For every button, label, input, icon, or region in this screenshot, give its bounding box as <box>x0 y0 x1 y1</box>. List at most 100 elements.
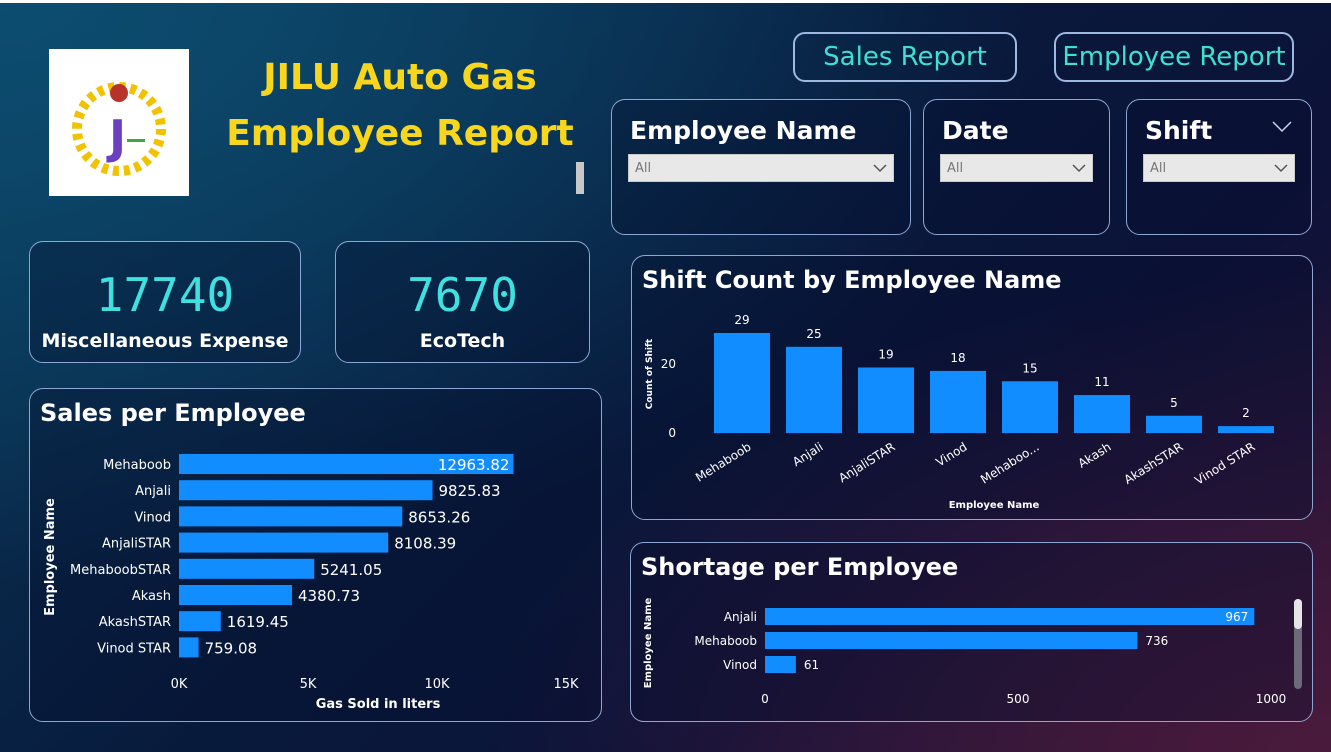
bar <box>765 656 796 673</box>
category-label: Akash <box>132 589 171 604</box>
category-label: Vinod <box>723 658 757 672</box>
bar <box>179 480 433 501</box>
data-label: 18 <box>950 351 965 365</box>
employee-name-dropdown[interactable]: All <box>628 154 894 182</box>
company-logo: J <box>49 49 189 196</box>
data-label: 2 <box>1242 406 1250 420</box>
x-tick-label: 0 <box>761 692 769 706</box>
data-label: 12963.82 <box>438 456 510 474</box>
date-dropdown[interactable]: All <box>940 154 1093 182</box>
chevron-down-icon <box>1072 164 1086 173</box>
sales-chart-plot: Mehaboob 12963.82 Anjali 9825.83 Vinod 8653.2… <box>43 454 579 712</box>
data-label: 5 <box>1170 396 1178 410</box>
category-label: Mehaboo... <box>978 440 1042 487</box>
bar <box>1002 381 1058 433</box>
data-label: 19 <box>878 347 893 361</box>
chart-scrollbar-thumb[interactable] <box>1294 599 1302 629</box>
shift-dropdown[interactable]: All <box>1143 154 1295 182</box>
page-title-line1: JILU Auto Gas <box>263 57 537 98</box>
page-title: JILU Auto Gas Employee Report <box>220 50 580 162</box>
x-tick-label: 1000 <box>1256 692 1287 706</box>
y-tick-label: 0 <box>668 426 676 440</box>
bar <box>179 532 389 553</box>
logo-letter: J <box>106 110 126 164</box>
bar <box>1074 395 1130 433</box>
dropdown-value: All <box>1150 160 1167 176</box>
x-tick-label: 500 <box>1007 692 1030 706</box>
x-tick-label: 15K <box>553 677 579 692</box>
chart-title: Shift Count by Employee Name <box>642 266 1062 294</box>
date-slicer: Date All <box>923 99 1110 235</box>
chevron-down-icon[interactable] <box>1271 120 1293 134</box>
chart-scrollbar[interactable] <box>1294 599 1302 689</box>
bar <box>179 585 293 605</box>
y-axis-title: Count of Shift <box>645 338 655 409</box>
data-label: 15 <box>1022 361 1037 375</box>
x-tick-label: 10K <box>424 677 450 692</box>
data-label: 5241.05 <box>320 561 382 579</box>
data-label: 759.08 <box>205 639 258 657</box>
category-label: Vinod STAR <box>97 641 171 656</box>
y-axis-title: Employee Name <box>643 597 654 688</box>
bar <box>179 506 403 527</box>
bar <box>765 608 1255 625</box>
category-label: Vinod STAR <box>1192 440 1257 488</box>
sales-per-employee-chart: Sales per Employee Mehaboob 12963.82 Anjal… <box>29 388 602 722</box>
bar <box>179 454 514 474</box>
category-label: Mehaboob <box>694 634 757 648</box>
bar <box>765 632 1138 649</box>
y-axis-title: Employee Name <box>43 498 58 616</box>
kpi-value: 17740 <box>95 268 235 322</box>
kpi-label: EcoTech <box>419 330 506 352</box>
sales-report-button[interactable]: Sales Report <box>793 32 1017 82</box>
shift-slicer: Shift All <box>1126 99 1312 235</box>
shift-count-chart: Shift Count by Employee Name 0 20 29 Mehabo… <box>631 255 1313 520</box>
data-label: 25 <box>806 327 821 341</box>
bar <box>179 558 315 579</box>
category-label: Anjali <box>790 440 826 469</box>
chevron-down-icon <box>1274 164 1288 173</box>
data-label: 8653.26 <box>408 508 470 526</box>
category-label: AnjaliSTAR <box>102 537 171 552</box>
data-label: 736 <box>1145 634 1168 648</box>
kpi-value: 7670 <box>407 268 518 322</box>
bar <box>786 346 842 433</box>
kpi-label: Miscellaneous Expense <box>41 330 289 352</box>
data-label: 8108.39 <box>394 535 456 553</box>
chart-title: Sales per Employee <box>40 399 306 427</box>
data-label: 1619.45 <box>227 613 289 631</box>
category-label: MehaboobSTAR <box>70 563 171 578</box>
y-tick-label: 20 <box>661 357 676 371</box>
category-label: Vinod <box>933 440 969 470</box>
data-label: 29 <box>734 313 749 327</box>
bar <box>1146 415 1202 433</box>
slicer-title: Employee Name <box>630 116 857 145</box>
data-label: 61 <box>804 658 819 672</box>
shortage-chart-plot: Anjali 967 Mehaboob 736 Vinod 61 0 500 1000 Emplo… <box>643 597 1287 706</box>
bar <box>714 333 770 433</box>
category-label: AkashSTAR <box>99 615 171 630</box>
bar <box>1218 426 1274 433</box>
shortage-per-employee-chart: Shortage per Employee Anjali 967 Mehaboob 7… <box>630 542 1313 722</box>
kpi-card-misc-expense: 17740 Miscellaneous Expense <box>29 241 301 363</box>
data-label: 11 <box>1094 375 1109 389</box>
category-label: Anjali <box>724 610 757 624</box>
category-label: AnjaliSTAR <box>836 440 897 486</box>
category-label: Mehaboob <box>103 458 171 473</box>
slicer-title: Shift <box>1145 116 1213 145</box>
employee-report-button[interactable]: Employee Report <box>1054 32 1294 82</box>
category-label: Anjali <box>135 484 171 499</box>
category-label: AkashSTAR <box>1122 440 1186 487</box>
dropdown-value: All <box>635 160 652 176</box>
bar <box>179 611 221 632</box>
slicer-title: Date <box>942 116 1009 145</box>
x-tick-label: 5K <box>300 677 317 692</box>
data-label: 967 <box>1225 610 1248 624</box>
x-tick-label: 0K <box>171 677 188 692</box>
kpi-card-ecotech: 7670 EcoTech <box>335 241 590 363</box>
employee-name-slicer: Employee Name All <box>611 99 911 235</box>
scroll-handle[interactable] <box>576 162 584 194</box>
logo-emblem-icon: J <box>72 82 166 176</box>
chart-title: Shortage per Employee <box>641 553 959 581</box>
